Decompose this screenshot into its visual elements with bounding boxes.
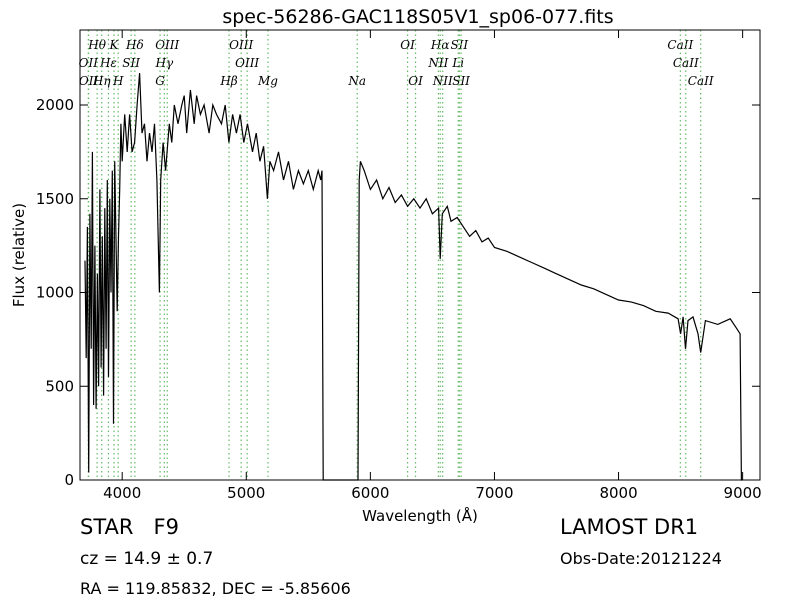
spectral-line-label: CaII [673,56,699,70]
spectral-line-label: Na [347,74,366,88]
spectral-line-label: SII [450,38,468,52]
chart-title: spec-56286-GAC118S05V1_sp06-077.fits [222,6,613,28]
spectral-line-label: G [155,74,165,88]
spectral-line-label: OIII [229,38,253,52]
spectral-line-label: OI [408,74,423,88]
y-axis-label: Flux (relative) [10,203,28,307]
y-tick-label: 500 [45,377,74,395]
y-tick-label: 1000 [36,284,74,302]
x-tick-label: 6000 [351,484,389,502]
spectral-line-label: Hδ [125,38,144,52]
x-tick-label: 9000 [724,484,762,502]
cz-label: cz = 14.9 ± 0.7 [80,549,213,569]
coords-label: RA = 119.85832, DEC = -5.85606 [80,579,351,598]
spectral-line-label: Hη [92,74,111,88]
y-tick-label: 0 [64,471,74,489]
spectral-line-label: SII [122,56,140,70]
date-label: Obs-Date:20121224 [560,549,722,568]
spectral-line-label: Hβ [219,74,237,88]
spectral-line-label: CaII [667,38,693,52]
spectral-line-label: OII [79,74,99,88]
x-axis-label: Wavelength (Å) [362,506,478,525]
spectral-line-label: Hγ [155,56,174,70]
spectral-line-label: OIII [235,56,259,70]
spectral-line-label: Li [451,56,464,70]
y-tick-label: 2000 [36,96,74,114]
plot-frame [79,29,761,481]
spectral-line-label: NII [432,74,453,88]
x-tick-label: 5000 [227,484,265,502]
spectral-line-label: OIII [155,38,179,52]
x-tick-label: 8000 [599,484,637,502]
plot [84,73,743,481]
spectral-line-label: Hε [99,56,117,70]
spectral-line-label: SII [452,74,470,88]
spectrum-line [84,73,743,481]
spectral-line-label: Hθ [87,38,106,52]
y-tick-label: 1500 [36,190,74,208]
x-tick-label: 7000 [475,484,513,502]
survey-label: LAMOST DR1 [560,515,698,539]
spectral-line-label: K [109,38,120,52]
spectral-line-label: OI [400,38,415,52]
spectral-line-label: H [112,74,124,88]
spectral-line-label: CaII [688,74,714,88]
spectral-line-label: NII [427,56,448,70]
spectral-line-label: Mg [257,74,278,88]
spectral-line-label: Hα [430,38,450,52]
x-tick-label: 4000 [103,484,141,502]
class-label: STAR F9 [80,515,179,539]
